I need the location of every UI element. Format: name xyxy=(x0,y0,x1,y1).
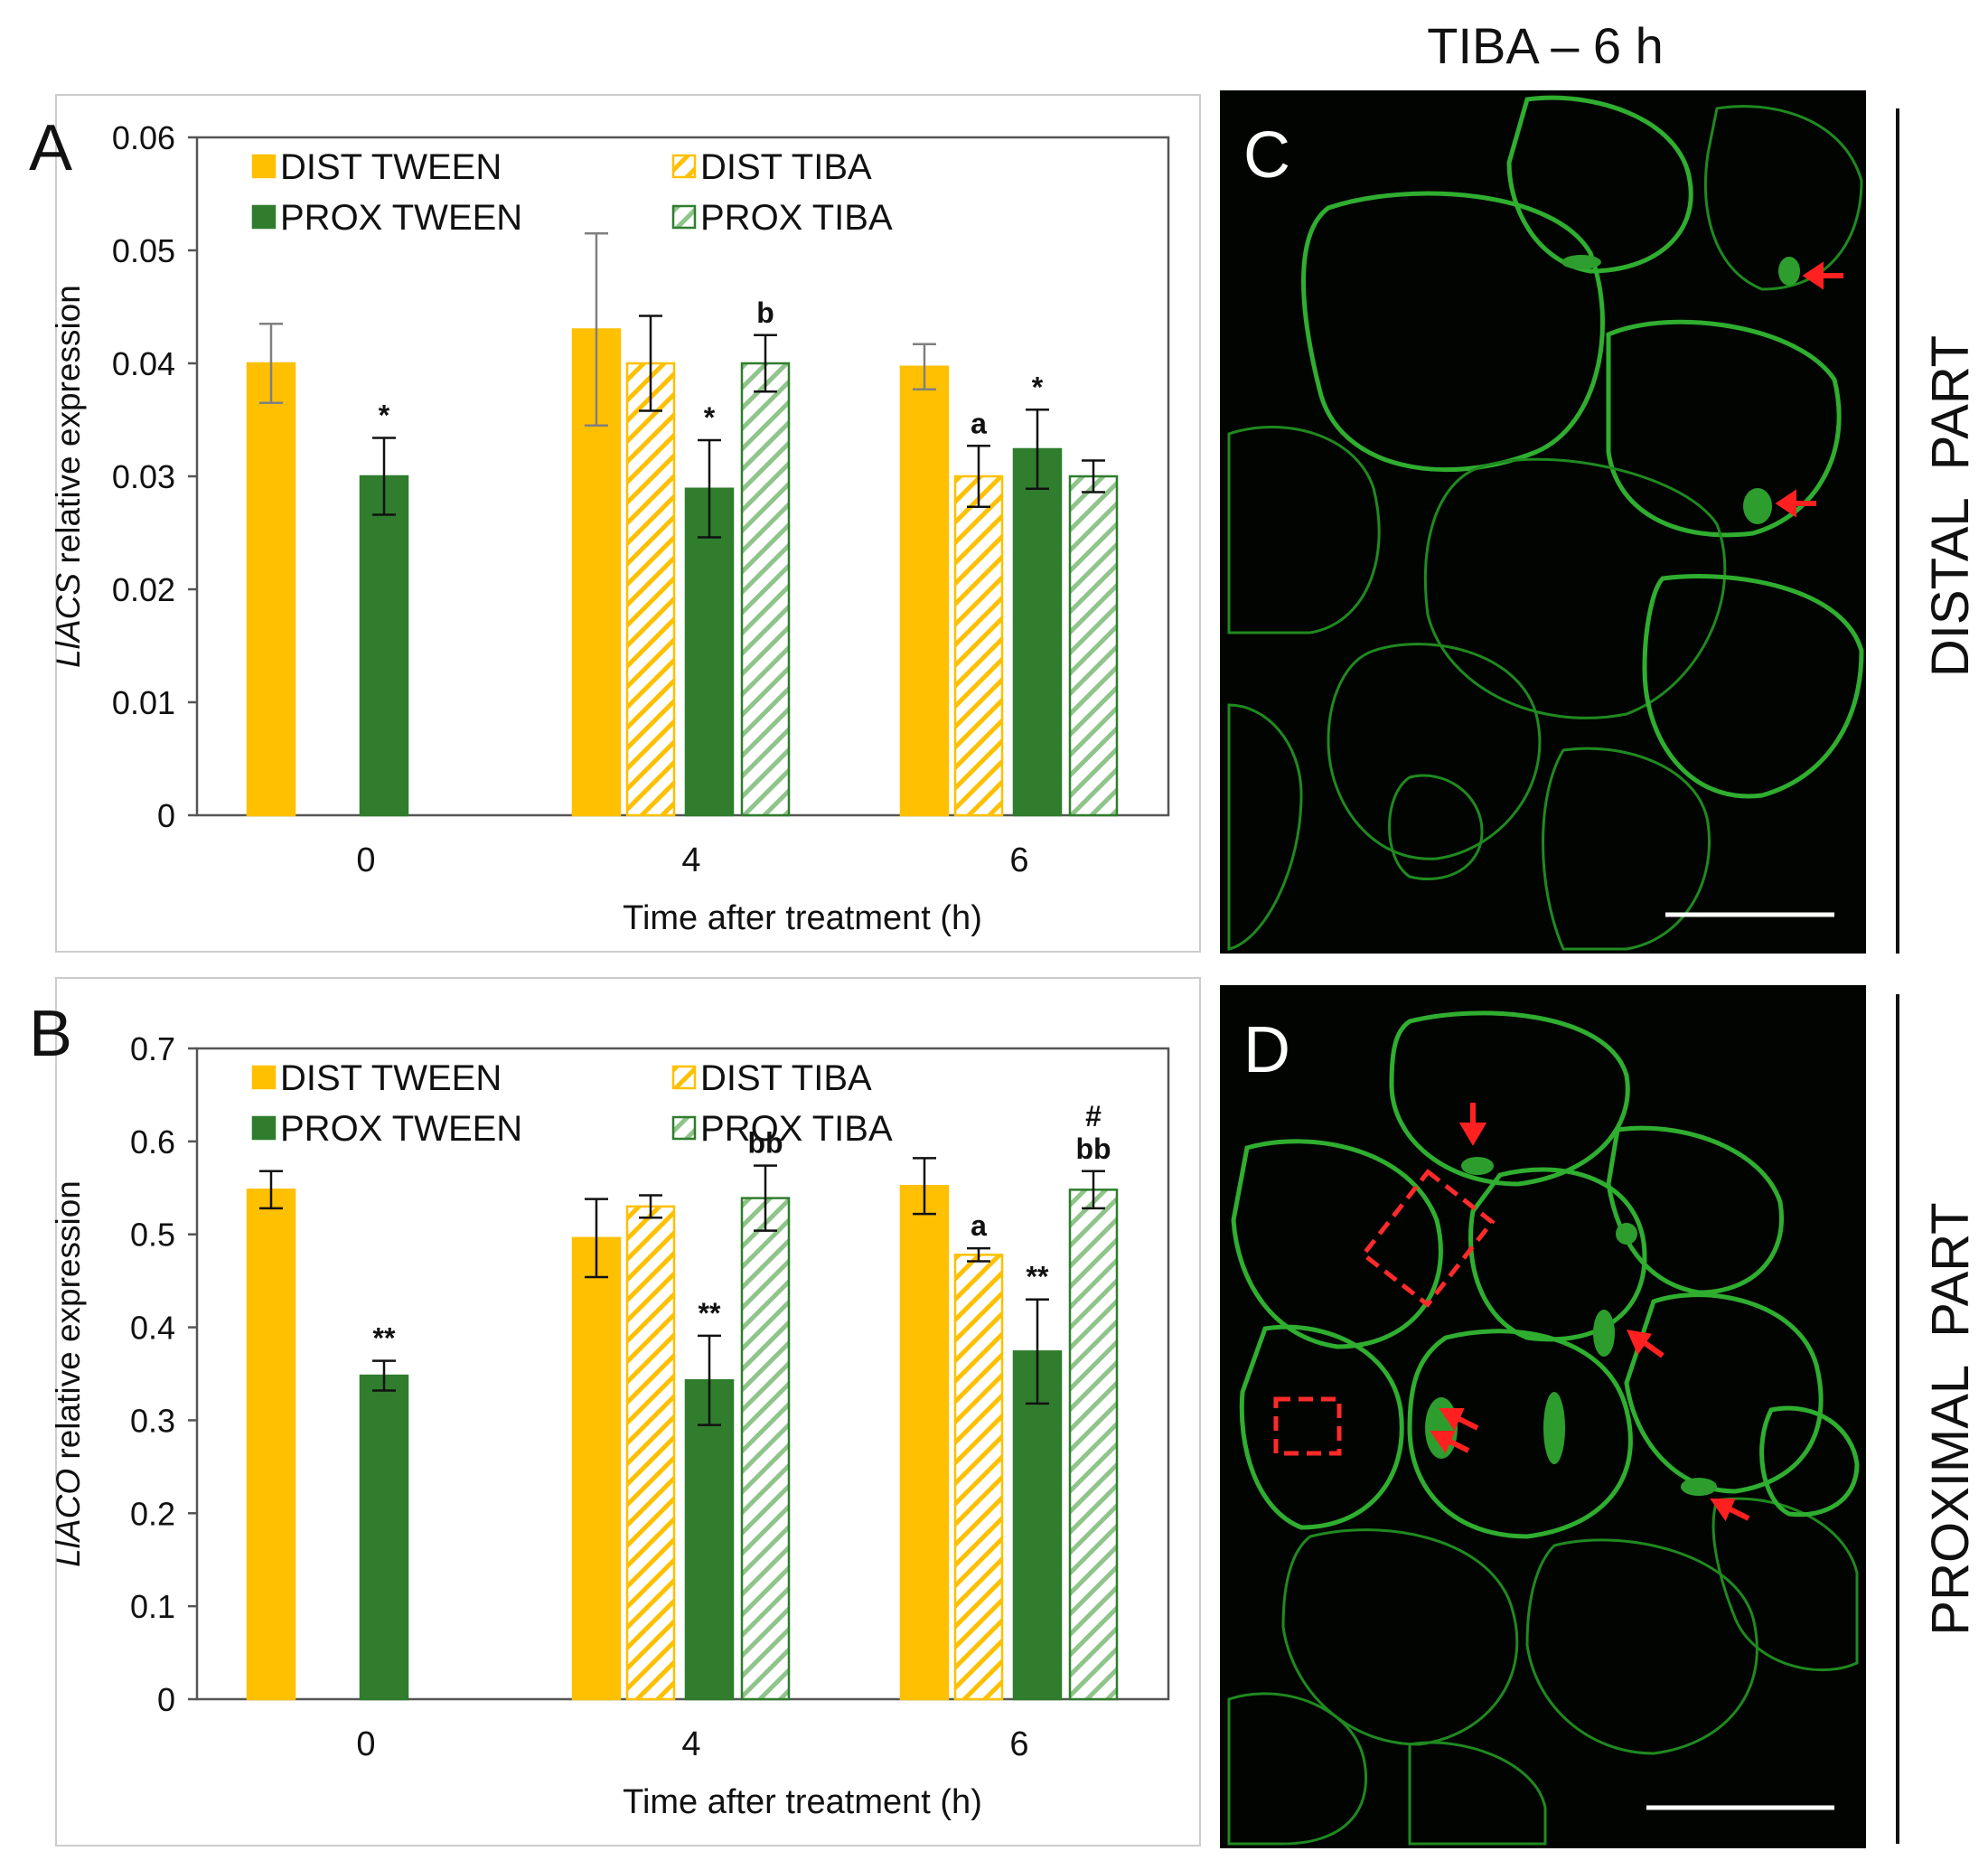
figure-title: TIBA – 6 h xyxy=(1427,17,1664,74)
chart-a-bar-prox-tiba xyxy=(740,362,791,817)
chart-a-bar-prox-tween xyxy=(1012,447,1063,817)
chart-b-legend-swatch-prox-tween xyxy=(251,1115,277,1141)
chart-b-significance-label: bb xyxy=(1075,1132,1111,1165)
chart-a-legend-label-prox-tween: PROX TWEEN xyxy=(280,198,522,238)
chart-b-significance-label: bb xyxy=(747,1127,783,1160)
chart-a-legend-label-dist-tiba: DIST TIBA xyxy=(700,147,872,187)
panel-letter-a: A xyxy=(29,112,72,184)
chart-a-legend-swatch-dist-tiba xyxy=(671,154,697,179)
chart-a-bar-dist-tiba xyxy=(625,362,676,817)
chart-a-legend-swatch-dist-tween xyxy=(251,154,277,179)
chart-b-xtick-label: 6 xyxy=(1009,1725,1028,1763)
chart-a-significance-label: a xyxy=(971,407,987,439)
side-label-proximal: PROXIMAL PART xyxy=(1921,1202,1980,1635)
chart-a-ytick-label: 0.02 xyxy=(112,571,175,608)
red-arrows-c xyxy=(1775,261,1843,518)
chart-a-ytick-label: 0 xyxy=(157,797,175,834)
chart-b-bar-prox-tween xyxy=(684,1378,735,1701)
chart-b-bar-prox-tiba xyxy=(1068,1189,1119,1701)
chart-b-bar-dist-tween xyxy=(571,1236,622,1701)
chart-b-ytick-label: 0.1 xyxy=(130,1588,175,1625)
chart-a-xtick-label: 6 xyxy=(1009,841,1028,879)
chart-b-xtick-label: 0 xyxy=(356,1725,375,1763)
micrograph-d-background xyxy=(1220,985,1866,1848)
chart-b-legend-label-dist-tiba: DIST TIBA xyxy=(700,1058,872,1098)
chart-b-ytick-label: 0.6 xyxy=(130,1123,175,1161)
micrograph-proximal: D xyxy=(1220,985,1866,1848)
chart-panel-a: A 0 0.01 0.02 0.03 0.04 0.05 0.06 LlACS relativ… xyxy=(29,94,1201,953)
chart-b-significance-label: ** xyxy=(373,1322,396,1355)
chart-a-significance-label: * xyxy=(1032,371,1044,403)
chart-a-legend-label-dist-tween: DIST TWEEN xyxy=(280,147,502,187)
chart-b-xtick-label: 4 xyxy=(681,1725,700,1763)
chart-a-bar-dist-tween xyxy=(246,362,296,817)
chart-a-legend-label-prox-tiba: PROX TIBA xyxy=(700,198,893,238)
chart-b-bar-dist-tween xyxy=(246,1189,296,1701)
chart-b-bar-dist-tween xyxy=(899,1184,950,1701)
chart-a-bar-dist-tween xyxy=(899,365,950,817)
chart-a-legend-swatch-prox-tiba xyxy=(671,204,697,230)
chart-b-ytick-label: 0.3 xyxy=(130,1402,175,1439)
chart-b-xlabel: Time after treatment (h) xyxy=(623,1783,982,1821)
chart-b-significance-label: a xyxy=(971,1209,987,1242)
chart-a-ytick-label: 0.03 xyxy=(112,458,175,495)
panel-letter-d: D xyxy=(1243,1014,1290,1086)
chart-a-ytick-label: 0.06 xyxy=(112,119,175,156)
dashed-boxes-d xyxy=(1273,1169,1496,1456)
chart-b-ytick-label: 0.5 xyxy=(130,1217,175,1254)
chart-b-ytick-label: 0.4 xyxy=(130,1310,175,1347)
panel-letter-b: B xyxy=(29,998,72,1070)
chart-a-ytick-label: 0.05 xyxy=(112,232,175,269)
chart-a-ytick-label: 0.04 xyxy=(112,345,175,382)
chart-b-ytick-label: 0.2 xyxy=(130,1495,175,1532)
chart-b-legend-label-prox-tween: PROX TWEEN xyxy=(280,1109,522,1149)
chart-a-legend-swatch-prox-tween xyxy=(251,204,277,230)
chart-a-bar-prox-tiba xyxy=(1068,475,1119,817)
chart-b-bar-prox-tween xyxy=(359,1374,409,1701)
chart-a-bar-prox-tween xyxy=(359,475,409,817)
chart-a-significance-label: * xyxy=(379,399,390,432)
micrograph-distal: C xyxy=(1220,90,1866,954)
chart-panel-b: B 0 0.1 0.2 0.3 0.4 0.5 0.6 0.7 LlACO relative e… xyxy=(29,977,1201,1847)
chart-b-significance-label: ** xyxy=(1027,1261,1049,1293)
chart-b-ylabel: LlACO relative expression xyxy=(50,1180,87,1567)
chart-b-legend-swatch-prox-tiba xyxy=(671,1115,697,1141)
chart-a-xtick-label: 4 xyxy=(681,841,700,879)
chart-a-significance-label: b xyxy=(756,296,774,329)
chart-b-significance-label: ** xyxy=(699,1297,721,1330)
side-label-distal: DISTAL PART xyxy=(1921,335,1980,677)
chart-b-bar-dist-tiba xyxy=(625,1205,676,1701)
chart-a-bar-dist-tiba xyxy=(953,475,1004,817)
chart-a-ylabel: LlACS relative expression xyxy=(50,285,87,668)
chart-a-xtick-label: 0 xyxy=(356,841,375,879)
chart-b-plot-area xyxy=(195,1047,1170,1701)
chart-b-significance-label: # xyxy=(1085,1100,1102,1132)
chart-b-bar-dist-tiba xyxy=(953,1254,1004,1701)
chart-b-bar-prox-tiba xyxy=(740,1197,791,1701)
panel-letter-c: C xyxy=(1243,119,1290,192)
chart-b-legend-swatch-dist-tiba xyxy=(671,1065,697,1090)
cell-walls-d xyxy=(1227,1010,1860,1846)
chart-a-ytick-label: 0.01 xyxy=(112,684,175,721)
chart-b-bar-prox-tween xyxy=(1012,1350,1063,1701)
chart-a-significance-label: * xyxy=(704,401,716,434)
chart-b-ytick-label: 0 xyxy=(157,1681,175,1718)
chart-b-legend-swatch-dist-tween xyxy=(251,1065,277,1090)
chart-b-legend-label-prox-tiba: PROX TIBA xyxy=(700,1109,893,1149)
chart-a-xlabel: Time after treatment (h) xyxy=(623,899,982,937)
marker-blobs-c xyxy=(1561,255,1800,524)
chart-b-legend-label-dist-tween: DIST TWEEN xyxy=(280,1058,502,1098)
red-arrows-d xyxy=(1430,1103,1750,1522)
chart-b-ytick-label: 0.7 xyxy=(130,1030,175,1067)
